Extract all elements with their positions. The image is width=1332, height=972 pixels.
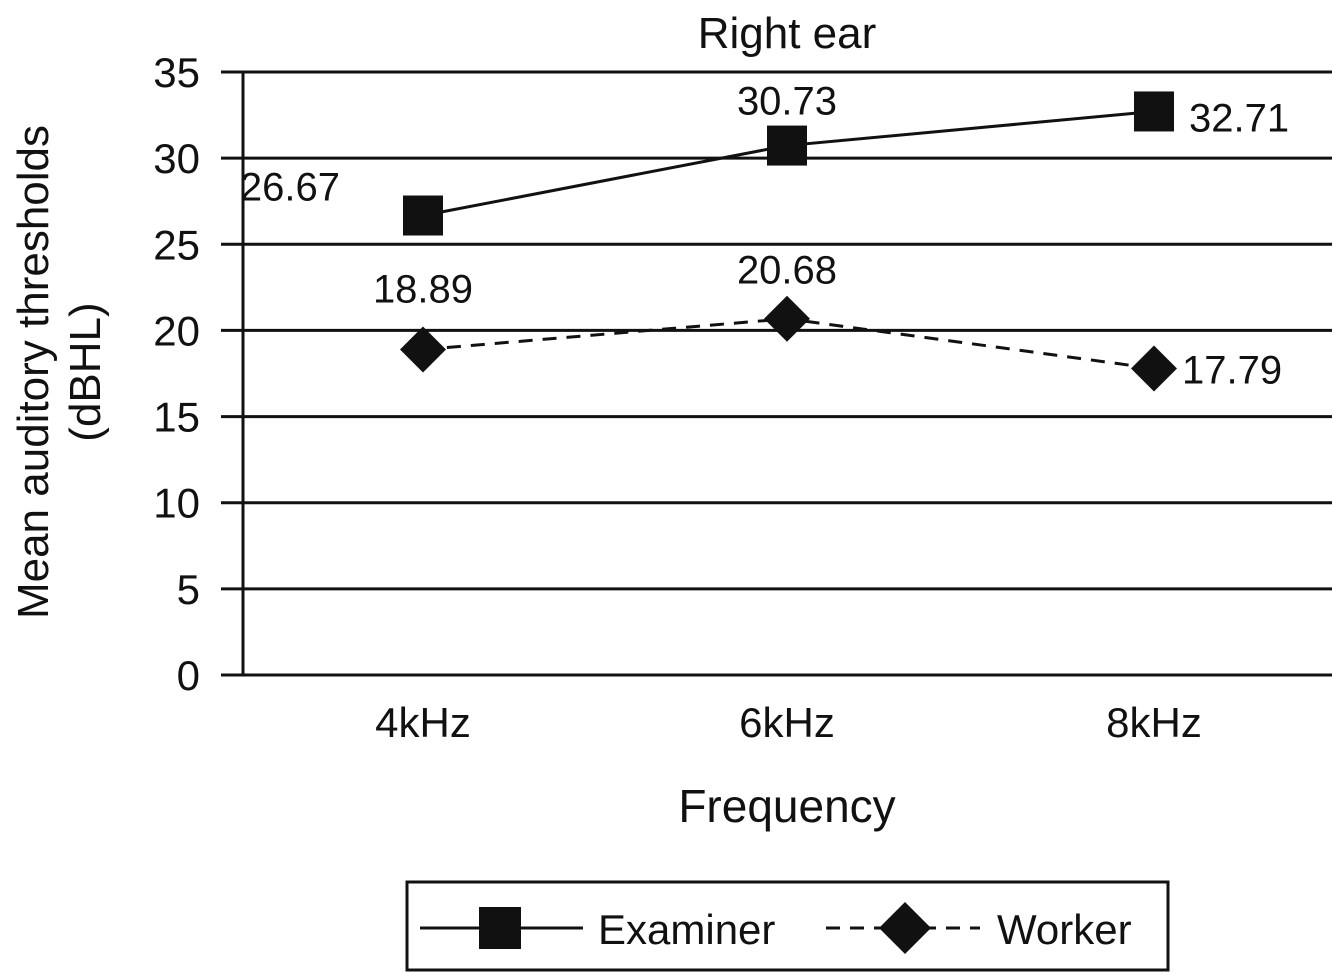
data-label: 32.71 bbox=[1189, 96, 1289, 140]
legend-label: Worker bbox=[997, 906, 1132, 953]
y-tick-label: 25 bbox=[153, 221, 200, 268]
x-tick-label: 6kHz bbox=[739, 699, 835, 746]
legend-label: Examiner bbox=[598, 906, 775, 953]
y-axis-title-line-1: Mean auditory thresholds bbox=[9, 125, 58, 619]
x-axis-title: Frequency bbox=[678, 780, 895, 832]
legend-box bbox=[405, 880, 1170, 972]
data-label: 30.73 bbox=[737, 80, 837, 124]
data-label: 26.67 bbox=[240, 166, 340, 210]
data-label: 18.89 bbox=[373, 268, 473, 312]
data-point-diamond bbox=[764, 295, 810, 342]
x-tick-label: 8kHz bbox=[1106, 699, 1202, 746]
y-tick-label: 30 bbox=[153, 135, 200, 182]
data-point-square bbox=[1134, 91, 1174, 132]
data-point-diamond bbox=[400, 326, 446, 373]
y-axis-title-line-2: (dBHL) bbox=[61, 302, 110, 441]
data-labels: 26.67 30.73 32.71 18.89 20.68 17.79 bbox=[240, 80, 1289, 393]
legend-marker-diamond bbox=[879, 902, 931, 954]
legend-marker-square bbox=[479, 907, 521, 949]
data-label: 17.79 bbox=[1182, 349, 1282, 393]
x-axis-ticks: 4kHz 6kHz 8kHz bbox=[375, 699, 1202, 746]
y-axis-ticks: 0 5 10 15 20 25 30 35 bbox=[153, 49, 200, 699]
legend-item-examiner: Examiner bbox=[420, 906, 775, 953]
y-tick-label: 5 bbox=[177, 566, 200, 613]
data-label: 20.68 bbox=[737, 249, 837, 293]
series-examiner bbox=[403, 91, 1174, 236]
data-point-square bbox=[403, 195, 443, 236]
series bbox=[400, 91, 1177, 392]
y-tick-label: 10 bbox=[153, 480, 200, 527]
y-tick-label: 20 bbox=[153, 307, 200, 354]
legend-items: Examiner Worker bbox=[420, 902, 1132, 954]
legend-item-worker: Worker bbox=[826, 902, 1132, 954]
y-tick-label: 15 bbox=[153, 394, 200, 441]
y-tick-label: 35 bbox=[153, 49, 200, 96]
chart-title: Right ear bbox=[698, 9, 877, 58]
legend: Examiner Worker bbox=[405, 880, 1170, 972]
y-tick-label: 0 bbox=[177, 652, 200, 699]
y-axis-title: Mean auditory thresholds (dBHL) bbox=[9, 125, 110, 619]
data-point-diamond bbox=[1131, 345, 1177, 392]
data-point-square bbox=[767, 125, 807, 166]
x-tick-label: 4kHz bbox=[375, 699, 471, 746]
series-worker bbox=[400, 295, 1177, 392]
